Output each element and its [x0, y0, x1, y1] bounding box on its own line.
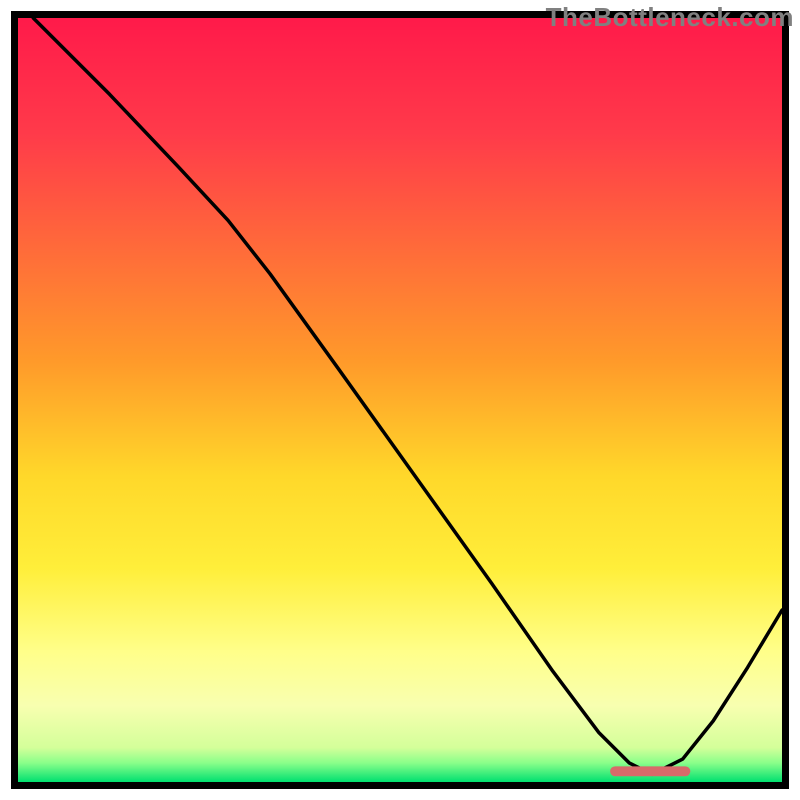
chart-container: { "chart": { "type": "line+gradient", "c… [0, 0, 800, 800]
watermark-text: TheBottleneck.com [546, 2, 794, 33]
optimal-range-marker [610, 766, 690, 776]
gradient-background [18, 18, 782, 782]
chart-svg [0, 0, 800, 800]
